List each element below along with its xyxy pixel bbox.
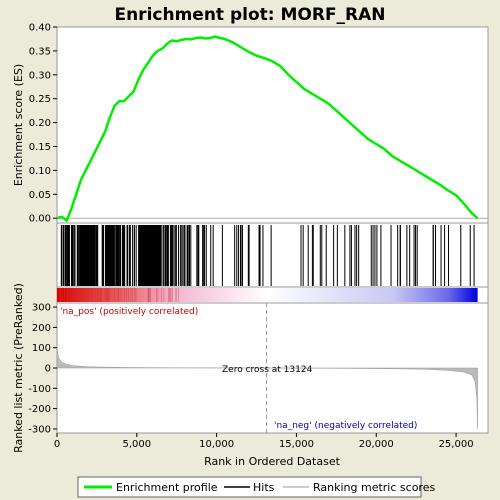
neg-label: 'na_neg' (negatively correlated) <box>274 421 417 431</box>
metric-y-tick-label: -100 <box>28 384 51 395</box>
metric-y-ticks: -300 -200 -100 0 100 200 300 <box>28 303 57 435</box>
legend-label-enrichment: Enrichment profile <box>116 481 218 494</box>
chart-title: Enrichment plot: MORF_RAN <box>114 5 385 25</box>
es-y-tick-label: 0.40 <box>29 23 51 34</box>
es-plot-area <box>56 26 489 224</box>
hit-dense-block <box>104 225 115 286</box>
hit-dense-block <box>79 225 96 286</box>
hits-plot-area <box>56 222 489 288</box>
metric-y-tick-label: 300 <box>32 303 51 314</box>
x-tick-label: 25,000 <box>439 439 474 450</box>
es-y-axis-label: Enrichment score (ES) <box>12 64 25 186</box>
gradient-stripes <box>60 288 179 302</box>
legend-label-hits: Hits <box>253 481 275 494</box>
x-axis-label: Rank in Ordered Dataset <box>204 455 341 468</box>
zero-cross-label: Zero cross at 13124 <box>222 365 313 375</box>
es-y-tick-label: 0.15 <box>29 142 51 153</box>
metric-panel: -300 -200 -100 0 100 200 300 'na_pos' (positiv… <box>12 283 489 453</box>
es-y-tick-label: 0.10 <box>29 166 51 177</box>
metric-y-tick-label: 200 <box>32 323 51 334</box>
es-profile-line <box>56 35 479 223</box>
es-y-tick-label: 0.35 <box>29 46 51 57</box>
metric-y-tick-label: 0 <box>45 364 51 375</box>
es-y-tick-label: 0.25 <box>29 94 51 105</box>
es-y-tick-label: 0.30 <box>29 70 51 81</box>
es-y-tick-label: 0.00 <box>29 214 51 225</box>
es-panel: 0.00 0.05 0.10 0.15 0.20 0.25 0.30 0.35 0.40 Enr… <box>12 23 489 225</box>
x-ticks: 0 5,000 10,000 15,000 20,000 25,000 <box>54 433 474 450</box>
es-y-tick-label: 0.05 <box>29 190 51 201</box>
x-tick-label: 20,000 <box>359 439 394 450</box>
x-tick-label: 5,000 <box>122 439 151 450</box>
metric-y-tick-label: -200 <box>28 404 51 415</box>
es-y-tick-label: 0.20 <box>29 118 51 129</box>
metric-area <box>56 347 478 429</box>
hit-dense-block <box>140 225 160 286</box>
x-tick-label: 15,000 <box>279 439 314 450</box>
metric-y-tick-label: 100 <box>32 343 51 354</box>
metric-y-axis-label: Ranked list metric (PreRanked) <box>12 283 25 453</box>
legend: Enrichment profile Hits Ranking metric s… <box>77 476 435 498</box>
metric-y-tick-label: -300 <box>28 424 51 435</box>
legend-label-metric: Ranking metric scores <box>313 481 435 494</box>
x-tick-label: 0 <box>54 439 60 450</box>
es-y-ticks: 0.00 0.05 0.10 0.15 0.20 0.25 0.30 0.35 0.40 <box>29 23 57 225</box>
hit-marks <box>60 225 475 286</box>
x-tick-label: 10,000 <box>199 439 234 450</box>
hits-panel <box>56 222 489 288</box>
rank-gradient-bar <box>57 288 478 302</box>
pos-label: 'na_pos' (positively correlated) <box>60 307 198 317</box>
gradient-panel <box>56 286 489 304</box>
